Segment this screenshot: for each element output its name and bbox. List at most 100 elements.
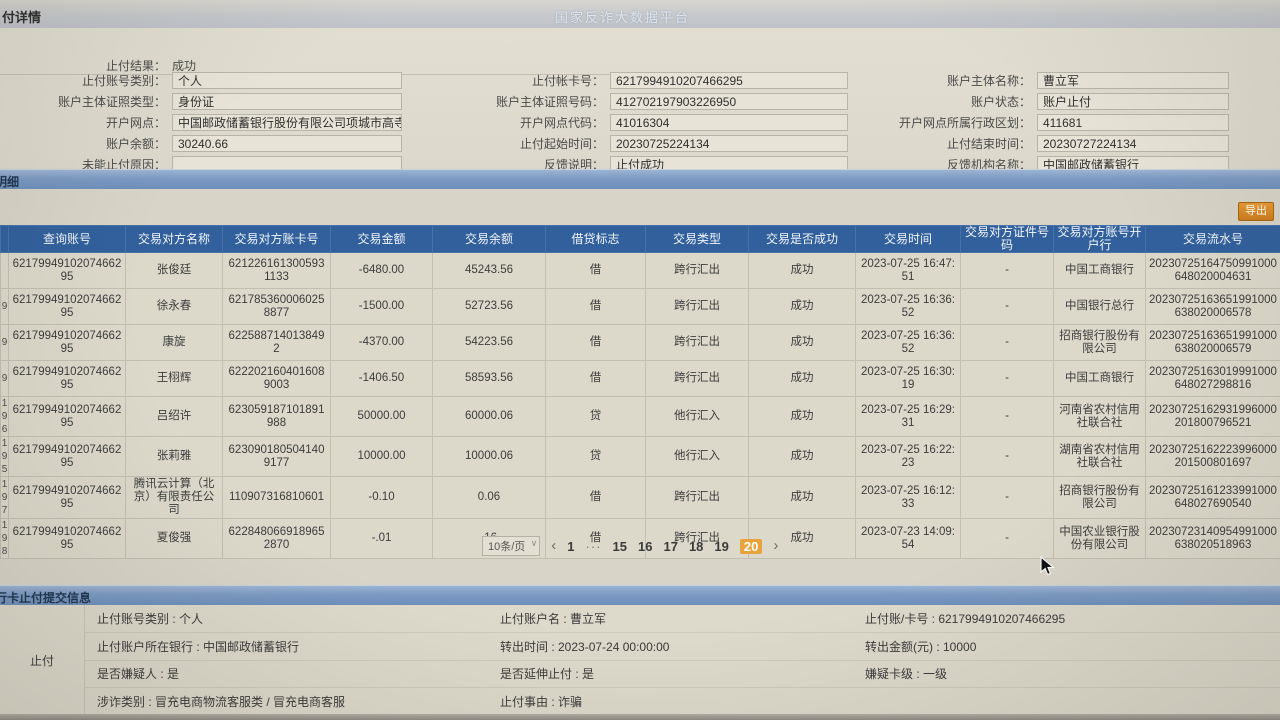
- stop-payment-detail-panel: 止付结果： 成功 止付账号类别： 个人 账户主体证照类型： 身份证 开户网点： 中国邮政储…: [0, 28, 1280, 173]
- table-cell-success: 成功: [748, 436, 856, 477]
- table-cell-flag: 贷: [545, 396, 646, 437]
- table-cell-serial: 20230725163019991000648027298816: [1145, 360, 1280, 397]
- submit-info-row: 止付账号类别 : 个人 止付账户名 : 曹立军 止付账/卡号 : 621799491…: [85, 605, 1280, 633]
- table-cell-serial: 20230725164750991000648020004631: [1145, 252, 1280, 289]
- table-cell-flag: 借: [545, 518, 646, 559]
- submit-info-row: 止付账户所在银行 : 中国邮政储蓄银行 转出时间 : 2023-07-24 00:…: [85, 633, 1280, 661]
- result-label: 止付结果：: [105, 58, 166, 73]
- field-label: 账户主体名称：: [946, 74, 1031, 88]
- table-cell-type: 跨行汇出: [645, 476, 749, 519]
- submit-info-cell: 止付账/卡号 : 6217994910207466295: [865, 611, 1066, 626]
- table-cell-cut: 19 5: [0, 436, 9, 477]
- table-cell-type: 他行汇入: [645, 396, 749, 437]
- form-field: 开户网点： 中国邮政储蓄银行股份有限公司项城市高寺...: [0, 112, 402, 133]
- table-cell-party_id: -: [960, 360, 1054, 397]
- next-page-button[interactable]: ›: [773, 537, 779, 554]
- submit-info-row: 是否嫌疑人 : 是 是否延伸止付 : 是 嫌疑卡级 : 一级: [85, 661, 1280, 689]
- table-cell-cut: 9: [0, 324, 9, 361]
- page-button[interactable]: 20: [739, 538, 763, 554]
- page-button[interactable]: 16: [638, 538, 653, 554]
- field-label: 账户主体证照号码：: [495, 95, 604, 109]
- table-cell-cut: 19 8: [0, 518, 9, 559]
- table-cell-flag: 借: [545, 324, 646, 361]
- table-row: 19 7 6217994910207466295 腾讯云计算（北京）有限责任公司 11…: [0, 476, 1280, 519]
- table-cell-amount: 10000.00: [330, 436, 433, 477]
- page-button[interactable]: 15: [612, 538, 627, 554]
- table-cell-amount: 50000.00: [330, 396, 433, 437]
- column-header[interactable]: 交易流水号: [1145, 225, 1280, 253]
- column-header[interactable]: 借贷标志: [545, 225, 646, 253]
- form-field: 开户网点代码： 41016304: [440, 112, 848, 133]
- column-header[interactable]: 查询账号: [8, 225, 126, 253]
- column-header[interactable]: 交易对方名称: [125, 225, 223, 253]
- page-button[interactable]: 17: [663, 538, 678, 554]
- submit-info-cell: 转出金额(元) : 10000: [865, 639, 977, 654]
- table-cell-type: 跨行汇出: [645, 360, 749, 397]
- table-cell-cut: 19 6: [0, 396, 9, 437]
- table-cell-balance: 54223.56: [432, 324, 546, 361]
- field-value: 曹立军: [1037, 72, 1229, 89]
- table-cell-serial: 20230723140954991000638020518963: [1145, 518, 1280, 559]
- table-header-row: 查询账号 交易对方名称 交易对方账卡号 交易金额 交易余额 借贷标志 交易类型 交易是否成功交…: [0, 225, 1280, 253]
- table-cell-flag: 借: [545, 360, 646, 397]
- table-cell-account: 6217994910207466295: [8, 324, 126, 361]
- submit-info-section-bar: 行卡止付提交信息: [0, 585, 1280, 606]
- table-cell-success: 成功: [748, 396, 856, 437]
- table-cell-party_bank: 中国银行总行: [1053, 288, 1146, 325]
- table-cell-party_account: 6217853600060258877: [222, 288, 331, 325]
- column-header[interactable]: 交易对方账卡号: [222, 225, 331, 253]
- column-header[interactable]: 交易是否成功: [748, 225, 856, 253]
- table-cell-time: 2023-07-25 16:36:52: [855, 324, 961, 361]
- table-cell-amount: -1500.00: [330, 288, 433, 325]
- table-cell-amount: -.01: [330, 518, 433, 559]
- table-cell-party_account: 6222021604016089003: [222, 360, 331, 397]
- form-field: 账户状态： 账户止付: [845, 91, 1229, 112]
- table-row: 9 6217994910207466295 康旋 6225887140138492 -4…: [0, 324, 1280, 361]
- submit-info-cell: 转出时间 : 2023-07-24 00:00:00: [500, 639, 670, 654]
- submit-info-rows: 止付账号类别 : 个人 止付账户名 : 曹立军 止付账/卡号 : 621799491…: [85, 605, 1280, 715]
- table-cell-party_id: -: [960, 252, 1054, 289]
- column-header[interactable]: 交易对方证件号码: [960, 225, 1054, 253]
- page-button[interactable]: 19: [714, 538, 729, 554]
- table-cell-success: 成功: [748, 476, 856, 519]
- table-cell-time: 2023-07-25 16:47:51: [855, 252, 961, 289]
- table-cell-time: 2023-07-23 14:09:54: [855, 518, 961, 559]
- table-cell-time: 2023-07-25 16:36:52: [855, 288, 961, 325]
- field-label: 反馈机构名称：: [946, 158, 1031, 172]
- field-value: 个人: [172, 72, 402, 89]
- table-cell-account: 6217994910207466295: [8, 360, 126, 397]
- column-header[interactable]: 交易类型: [645, 225, 749, 253]
- export-button[interactable]: 导出: [1238, 202, 1274, 221]
- field-label: 未能止付原因：: [81, 158, 166, 172]
- page-size-value: 10条/页: [488, 541, 526, 553]
- prev-page-button[interactable]: ‹: [551, 537, 557, 554]
- table-cell-account: 6217994910207466295: [8, 436, 126, 477]
- table-cell-account: 6217994910207466295: [8, 252, 126, 289]
- table-cell-account: 6217994910207466295: [8, 476, 126, 519]
- field-label: 止付起始时间：: [519, 137, 604, 151]
- table-row: 19 5 6217994910207466295 张莉雅 62309018050414…: [0, 436, 1280, 477]
- form-field: 账户主体名称： 曹立军: [845, 70, 1229, 91]
- field-label: 止付结束时间：: [946, 137, 1031, 151]
- column-header[interactable]: 交易时间: [855, 225, 961, 253]
- column-header-cut: [0, 225, 9, 253]
- page-size-select[interactable]: 10条/页 ∨: [482, 536, 541, 556]
- page-button[interactable]: 18: [688, 538, 704, 554]
- table-cell-balance: 10000.06: [432, 436, 546, 477]
- submit-info-cell: 是否嫌疑人 : 是: [97, 667, 180, 682]
- column-header[interactable]: 交易金额: [330, 225, 433, 253]
- table-cell-time: 2023-07-25 16:22:23: [855, 436, 961, 477]
- submit-info-cell: 涉诈类别 : 冒充电商物流客服类 / 冒充电商客服: [97, 695, 346, 710]
- table-cell-account: 6217994910207466295: [8, 288, 126, 325]
- form-field: 止付结束时间： 20230727224134: [845, 133, 1229, 154]
- table-cell-party: 徐永春: [125, 288, 223, 325]
- field-label: 反馈说明：: [543, 158, 604, 172]
- column-header[interactable]: 交易余额: [432, 225, 546, 253]
- table-cell-cut: 9: [0, 288, 9, 325]
- table-cell-success: 成功: [748, 360, 856, 397]
- table-cell-balance: 60000.06: [432, 396, 546, 437]
- table-cell-party_id: -: [960, 476, 1054, 519]
- page-button[interactable]: 1: [567, 538, 575, 554]
- submit-info-cell: 是否延伸止付 : 是: [500, 667, 595, 682]
- column-header[interactable]: 交易对方账号开户行: [1053, 225, 1146, 253]
